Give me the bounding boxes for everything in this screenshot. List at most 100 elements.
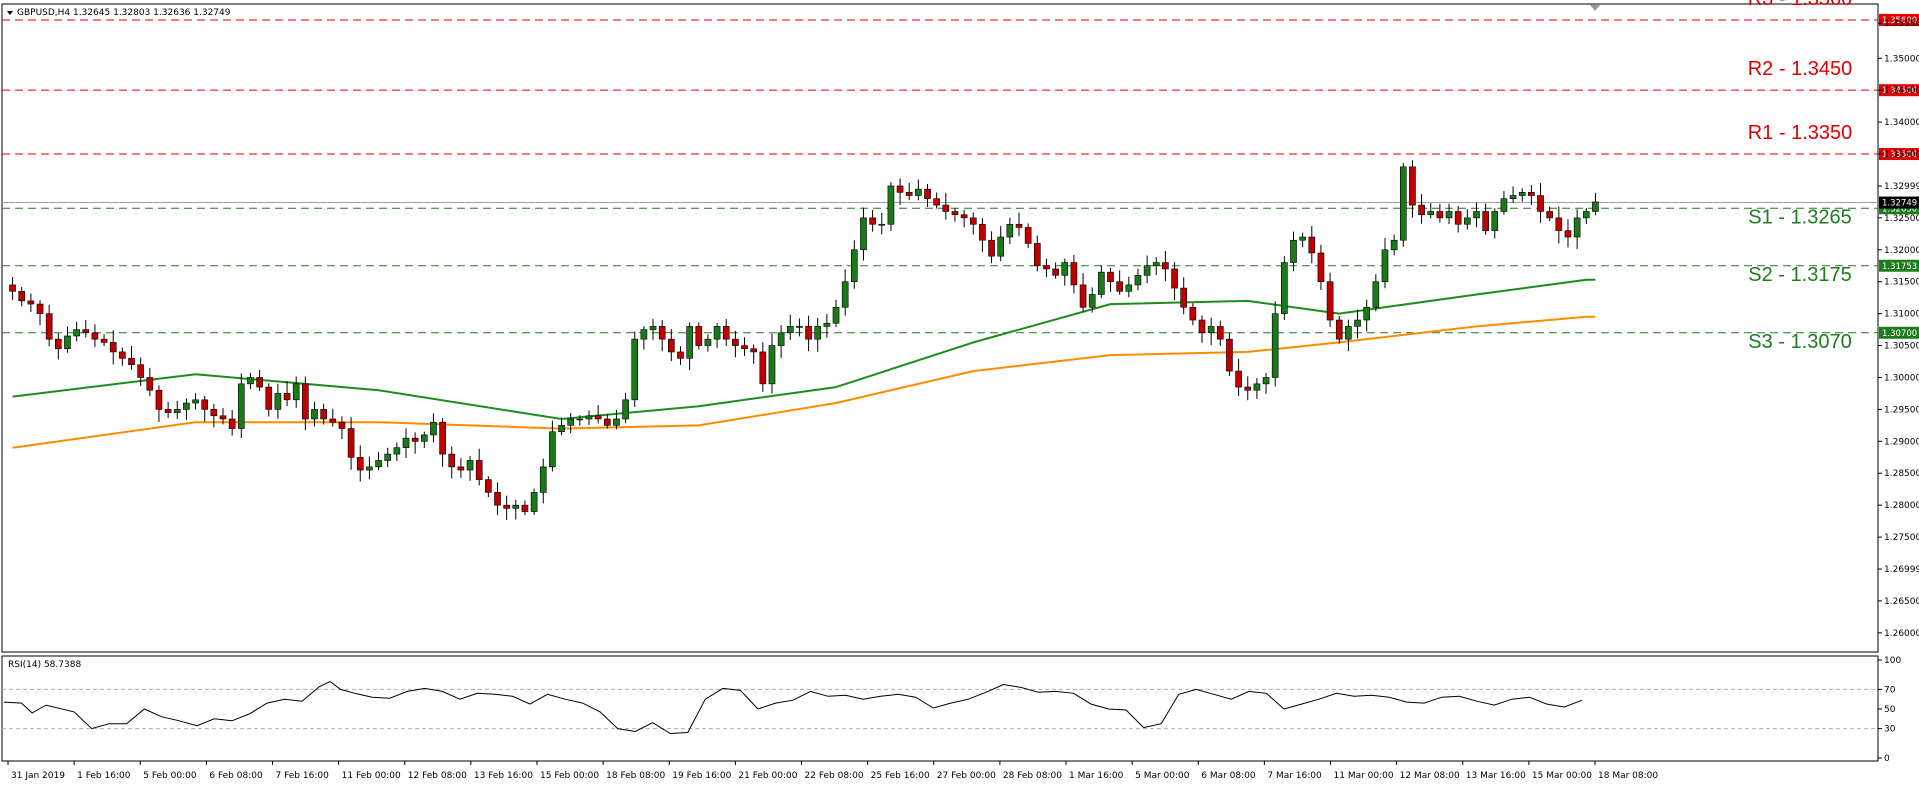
candlesticks — [9, 160, 1599, 520]
candle — [82, 319, 90, 338]
bull-candle-body — [1134, 275, 1142, 286]
candle — [128, 345, 135, 370]
candle — [1381, 238, 1389, 289]
candle — [1335, 315, 1343, 344]
bear-candle-body — [1107, 271, 1114, 283]
rsi-header: RSI(14) 58.7388 — [8, 660, 81, 670]
bull-candle-body — [311, 409, 318, 420]
candle — [1207, 317, 1215, 346]
candle — [722, 319, 730, 346]
bull-candle-body — [1427, 211, 1435, 215]
rsi-pane[interactable] — [1, 655, 1879, 762]
bear-candle-body — [1244, 386, 1252, 391]
candle — [951, 207, 959, 222]
bear-candle-body — [1216, 326, 1224, 340]
candle — [356, 445, 364, 482]
level-label: S2 - 1.3175 — [1748, 264, 1851, 286]
candle — [1436, 203, 1444, 223]
level-price-tag-text: 1.35600 — [1882, 16, 1917, 26]
shift-marker-icon[interactable] — [1590, 5, 1600, 11]
rsi-tick-label: 50 — [1884, 705, 1896, 715]
candle — [777, 325, 785, 359]
bear-candle-body — [658, 326, 666, 340]
main-pane[interactable] — [1, 3, 1879, 653]
candle — [137, 357, 144, 386]
bear-candle-body — [119, 351, 126, 359]
candle — [1390, 234, 1398, 256]
candle — [237, 373, 245, 438]
bear-candle-body — [594, 415, 602, 420]
bear-candle-body — [100, 338, 108, 343]
candle — [73, 321, 80, 342]
bear-candle-body — [759, 351, 767, 385]
level-price-tag-text: 1.33500 — [1882, 150, 1917, 160]
bear-candle-body — [668, 338, 675, 353]
candle — [64, 326, 71, 353]
candle — [603, 414, 611, 429]
bull-candle-body — [1363, 306, 1371, 321]
candle — [1033, 235, 1041, 272]
candle — [1326, 272, 1334, 327]
candle — [732, 330, 739, 358]
candle — [713, 322, 721, 349]
bear-candle-body — [320, 409, 327, 420]
time-tick-label: 12 Feb 08:00 — [408, 771, 467, 781]
level-label: S1 - 1.3265 — [1748, 206, 1851, 228]
candle — [219, 408, 227, 425]
bear-candle-body — [485, 479, 492, 493]
bear-candle-body — [1326, 281, 1334, 321]
bear-candle-body — [1116, 281, 1123, 292]
level-price-tag — [1879, 259, 1919, 272]
time-tick-label: 6 Mar 08:00 — [1201, 771, 1256, 781]
candle — [420, 431, 428, 448]
bull-candle-body — [1518, 192, 1526, 196]
rsi-tick-label: 0 — [1884, 754, 1890, 764]
candle — [109, 330, 117, 365]
bull-candle-body — [768, 345, 776, 385]
candle — [430, 413, 437, 443]
bull-candle-body — [1125, 284, 1133, 292]
candle — [1189, 303, 1197, 326]
candle — [1464, 209, 1471, 230]
candle — [1427, 203, 1435, 219]
candle — [439, 418, 446, 467]
bull-candle-body — [1006, 223, 1014, 238]
ma-orange-line — [12, 315, 1596, 449]
time-tick-label: 1 Mar 16:00 — [1069, 771, 1124, 781]
bear-candle-body — [338, 421, 346, 429]
candle — [265, 383, 273, 417]
bull-candle-body — [1281, 262, 1288, 314]
bull-candle-body — [887, 185, 895, 225]
candle — [512, 499, 520, 520]
bull-candle-body — [430, 421, 437, 436]
bull-candle-body — [1290, 239, 1297, 263]
candle — [1418, 194, 1425, 224]
candle — [1244, 376, 1252, 401]
bull-candle-body — [1445, 211, 1453, 219]
candle — [247, 372, 254, 390]
dropdown-triangle-icon[interactable] — [7, 11, 13, 15]
bear-candle-body — [329, 418, 337, 423]
bear-candle-body — [521, 504, 529, 512]
price-axis[interactable]: 1.35550 1.35000 1.34500 1.34000 1.33500 1.329… — [1878, 19, 1919, 639]
bull-candle-body — [558, 425, 565, 433]
level-price-tag — [1879, 326, 1919, 339]
candle — [1582, 208, 1590, 225]
time-tick-label: 22 Feb 08:00 — [805, 771, 864, 781]
price-tick-label: 1.35550 — [1884, 19, 1919, 29]
candle — [411, 432, 419, 454]
bull-candle-body — [1088, 294, 1096, 308]
bear-candle-body — [1537, 195, 1544, 212]
support-resistance-levels: R3 - 1.3560 1.35600 R2 - 1.3450 1.34500 R1 -… — [2, 0, 1919, 353]
bear-candle-body — [1564, 230, 1572, 238]
candle — [384, 447, 392, 468]
level-price-tag-text: 1.32650 — [1882, 204, 1917, 214]
candle — [329, 408, 337, 427]
candle — [119, 347, 126, 366]
candle — [503, 495, 510, 520]
bull-candle-body — [393, 447, 401, 455]
time-axis[interactable]: 31 Jan 2019 1 Feb 16:00 5 Feb 00:00 6 Feb 0… — [7, 761, 1658, 781]
candle — [27, 293, 35, 313]
price-tick-label: 1.34500 — [1884, 86, 1919, 96]
